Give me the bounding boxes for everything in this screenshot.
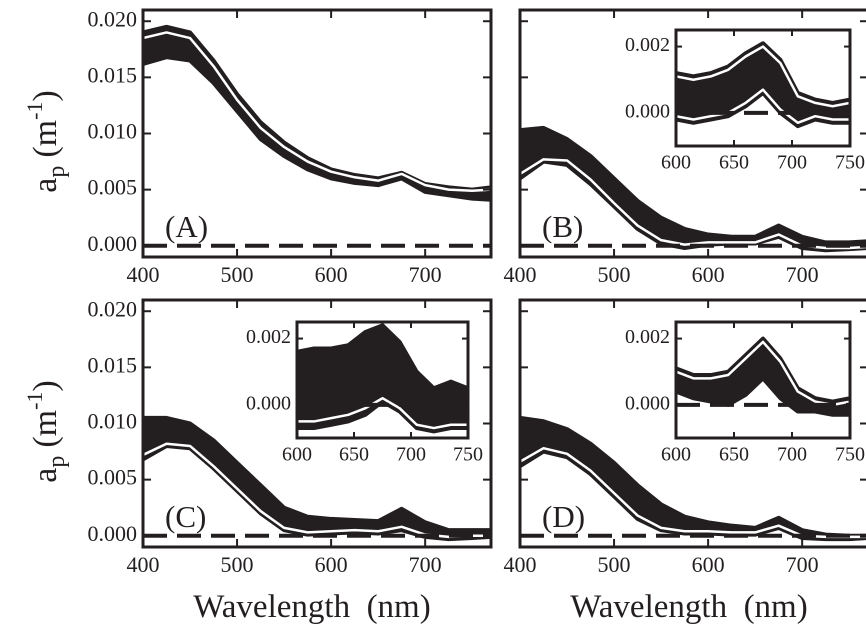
x-tick-label: 650 [719, 444, 749, 466]
spectrum-line [143, 31, 491, 193]
x-tick-label: 700 [777, 152, 807, 174]
panel-label: (B) [542, 209, 583, 244]
spectrum-line [297, 396, 468, 430]
x-tick-label: 500 [598, 552, 631, 577]
y-label-subscript: p [44, 456, 70, 468]
y-label-close: ) [27, 90, 64, 101]
y-label-symbol: a [27, 468, 64, 483]
plot-area [676, 41, 850, 129]
y-label-unit: (m [27, 120, 64, 158]
y-label-superscript: -1 [22, 392, 47, 410]
x-tick-label: 400 [127, 262, 160, 287]
x-tick-label: 700 [409, 552, 442, 577]
axes-frame [674, 28, 852, 148]
y-tick-label: 0.005 [88, 175, 138, 200]
y-tick-label: 0.015 [88, 62, 138, 87]
spectrum-line [676, 45, 850, 108]
panel: 0.000 0.005 0.010 0.015 0.020 400 500 600 700 (A)… [22, 6, 493, 287]
plot-area [297, 323, 468, 434]
x-tick-label: 750 [835, 152, 865, 174]
x-tick-label: 500 [221, 262, 254, 287]
y-axis-label: ap (m-1) [22, 380, 70, 483]
x-tick-label: 650 [719, 152, 749, 174]
spectrum-line [676, 340, 850, 407]
y-tick-label: 0.002 [625, 326, 670, 348]
x-tick-label: 400 [504, 262, 537, 287]
y-tick-label: 0.000 [246, 392, 291, 414]
inset: 0.000 0.002 600 650 700 750 [625, 320, 865, 466]
x-tick-label: 600 [315, 262, 348, 287]
plot-area [143, 415, 491, 542]
y-label-symbol: a [27, 178, 64, 193]
axes-frame [674, 320, 852, 440]
x-tick-label: 600 [315, 552, 348, 577]
x-tick-label: 400 [127, 552, 160, 577]
y-tick-label: 0.020 [88, 296, 138, 321]
y-tick-label: 0.000 [88, 231, 138, 256]
x-tick-label: 750 [453, 444, 483, 466]
spectra-band [676, 41, 850, 129]
y-tick-label: 0.000 [88, 521, 138, 546]
y-tick-label: 0.002 [625, 34, 670, 56]
y-tick-label: 0.005 [88, 465, 138, 490]
y-tick-label: 0.000 [625, 100, 670, 122]
spectra-band [520, 415, 866, 542]
y-label-superscript: -1 [22, 102, 47, 120]
x-tick-label: 500 [221, 552, 254, 577]
y-label-close: ) [27, 380, 64, 391]
x-tick-label: 600 [661, 152, 691, 174]
x-tick-label: 600 [661, 444, 691, 466]
x-tick-label: 750 [835, 444, 865, 466]
spectra-band [143, 415, 491, 542]
plot-area [520, 125, 866, 253]
y-tick-label: 0.000 [625, 392, 670, 414]
plot-area [143, 24, 491, 248]
x-axis-label: Wavelength (nm) [193, 589, 430, 625]
panel-label: (D) [542, 499, 585, 534]
plot-area [520, 415, 866, 542]
inset: 0.000 0.002 600 650 700 750 [625, 28, 865, 174]
panel-label: (C) [165, 499, 206, 534]
x-axis-label: Wavelength (nm) [570, 589, 807, 625]
x-tick-label: 600 [282, 444, 312, 466]
spectrum-line [676, 88, 850, 125]
panel: 400 500 600 700 (B) [504, 8, 866, 287]
y-tick-label: 0.015 [88, 352, 138, 377]
x-tick-label: 400 [504, 552, 537, 577]
y-label-subscript: p [44, 166, 70, 178]
y-tick-label: 0.020 [88, 6, 138, 31]
x-tick-label: 700 [786, 262, 819, 287]
spectra-band [143, 24, 491, 202]
x-tick-label: 600 [692, 262, 725, 287]
panel: 400 500 600 700 (D) Wavelength (nm) [504, 298, 866, 625]
panel-label: (A) [165, 209, 208, 244]
x-tick-label: 700 [786, 552, 819, 577]
x-tick-label: 700 [396, 444, 426, 466]
x-tick-label: 650 [339, 444, 369, 466]
y-label-unit: (m [27, 410, 64, 448]
y-tick-label: 0.002 [246, 326, 291, 348]
x-tick-label: 500 [598, 262, 631, 287]
spectra-band [520, 125, 866, 253]
x-tick-label: 700 [409, 262, 442, 287]
axes-frame [295, 320, 470, 440]
x-tick-label: 600 [692, 552, 725, 577]
y-tick-label: 0.010 [88, 119, 138, 144]
y-axis-label: ap (m-1) [22, 90, 70, 193]
x-tick-label: 700 [777, 444, 807, 466]
panel: 0.000 0.005 0.010 0.015 0.020 400 500 600 700 (C)… [22, 296, 493, 625]
y-tick-label: 0.010 [88, 409, 138, 434]
plot-area [676, 336, 850, 417]
inset: 0.000 0.002 600 650 700 750 [246, 320, 483, 466]
